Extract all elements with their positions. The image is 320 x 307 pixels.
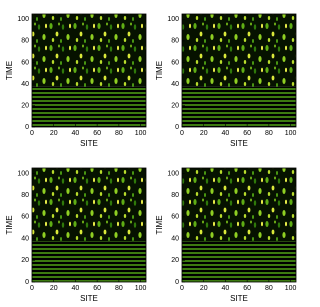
- x-axis-label: SITE: [230, 294, 248, 303]
- plot-frame: [181, 13, 297, 128]
- y-tick-label: 60: [21, 59, 29, 66]
- x-tick-label: 40: [222, 285, 230, 292]
- plot-frame: [31, 167, 147, 283]
- x-tick-label: 100: [285, 285, 297, 292]
- x-axis-label: SITE: [230, 139, 248, 148]
- heatmap-texture: [32, 14, 146, 87]
- plot-frame: [31, 13, 147, 128]
- y-tick-label: 0: [175, 279, 179, 286]
- y-axis-label: TIME: [5, 61, 14, 80]
- y-tick-label: 100: [167, 170, 179, 177]
- y-tick-label: 0: [25, 124, 29, 131]
- y-axis-label: TIME: [155, 61, 164, 80]
- heatmap-texture: [182, 241, 296, 282]
- x-tick-label: 0: [30, 285, 34, 292]
- y-tick-label: 20: [171, 102, 179, 109]
- y-tick-label: 20: [21, 257, 29, 264]
- x-tick-label: 40: [222, 130, 230, 137]
- x-tick-label: 20: [50, 130, 58, 137]
- y-tick-label: 80: [171, 192, 179, 199]
- x-tick-label: 100: [135, 130, 147, 137]
- heatmap-texture: [32, 86, 146, 127]
- y-tick-label: 40: [21, 235, 29, 242]
- plot-frame: [181, 167, 297, 283]
- heatmap-texture: [182, 168, 296, 242]
- x-tick-label: 80: [265, 285, 273, 292]
- x-tick-label: 20: [200, 285, 208, 292]
- x-tick-label: 80: [265, 130, 273, 137]
- x-tick-label: 0: [180, 130, 184, 137]
- y-tick-label: 40: [21, 81, 29, 88]
- x-tick-label: 60: [93, 285, 101, 292]
- y-tick-label: 100: [17, 170, 29, 177]
- x-tick-label: 20: [200, 130, 208, 137]
- y-tick-label: 60: [171, 214, 179, 221]
- y-tick-label: 0: [175, 124, 179, 131]
- x-tick-label: 60: [243, 285, 251, 292]
- x-tick-label: 40: [72, 130, 80, 137]
- x-tick-label: 0: [30, 130, 34, 137]
- y-tick-label: 40: [171, 235, 179, 242]
- y-tick-label: 100: [17, 16, 29, 23]
- x-tick-label: 100: [135, 285, 147, 292]
- x-tick-label: 80: [115, 285, 123, 292]
- y-tick-label: 80: [21, 38, 29, 45]
- x-tick-label: 80: [115, 130, 123, 137]
- y-tick-label: 80: [21, 192, 29, 199]
- y-tick-label: 0: [25, 279, 29, 286]
- x-tick-label: 100: [285, 130, 297, 137]
- x-axis-label: SITE: [80, 294, 98, 303]
- y-tick-label: 40: [171, 81, 179, 88]
- x-tick-label: 40: [72, 285, 80, 292]
- heatmap-texture: [32, 168, 146, 242]
- heatmap-texture: [32, 241, 146, 282]
- y-axis-label: TIME: [155, 215, 164, 234]
- y-tick-label: 20: [21, 102, 29, 109]
- heatmap-texture: [182, 14, 296, 87]
- y-tick-label: 60: [21, 214, 29, 221]
- x-tick-label: 60: [243, 130, 251, 137]
- y-axis-label: TIME: [5, 215, 14, 234]
- y-tick-label: 100: [167, 16, 179, 23]
- x-tick-label: 20: [50, 285, 58, 292]
- y-tick-label: 60: [171, 59, 179, 66]
- y-tick-label: 20: [171, 257, 179, 264]
- y-tick-label: 80: [171, 38, 179, 45]
- x-axis-label: SITE: [80, 139, 98, 148]
- heatmap-texture: [182, 86, 296, 127]
- x-tick-label: 60: [93, 130, 101, 137]
- chart: 0 20 40 60 80 100 0 20 40 60 80 100 SITE TIME 0 20 40 60 8…: [5, 13, 297, 303]
- x-tick-label: 0: [180, 285, 184, 292]
